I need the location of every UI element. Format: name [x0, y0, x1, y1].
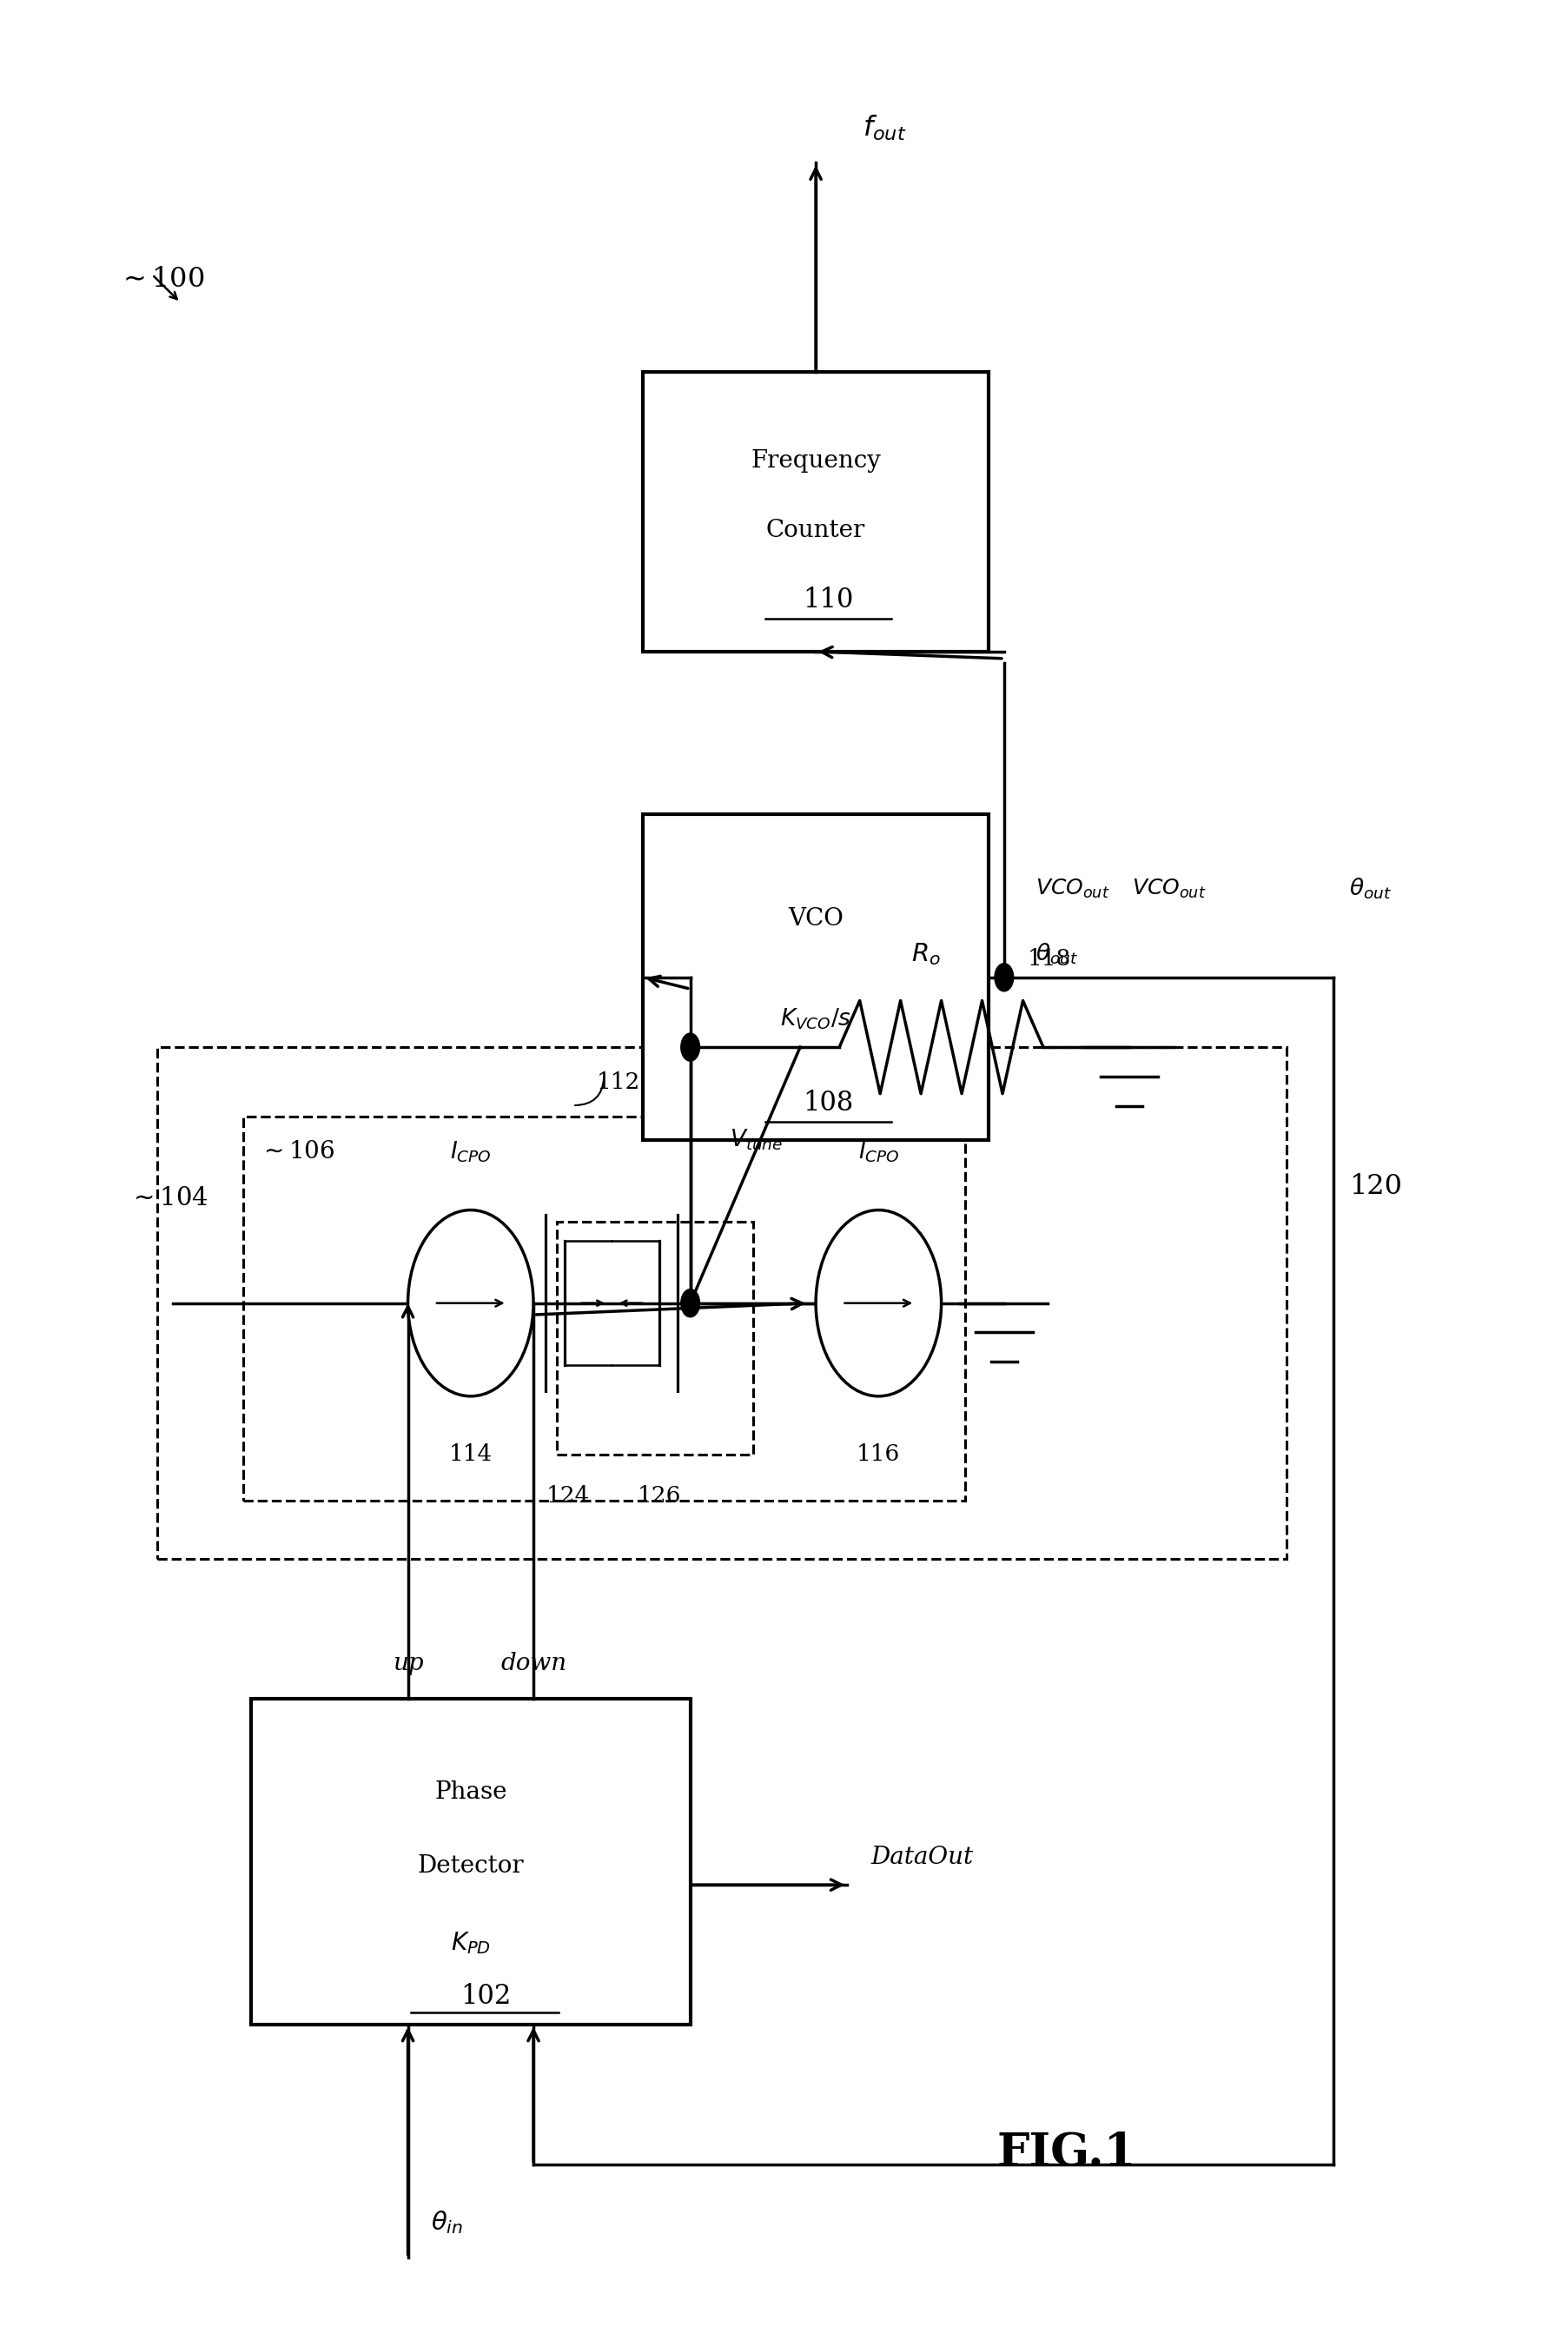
- Circle shape: [681, 1289, 699, 1317]
- Text: $\sim$106: $\sim$106: [259, 1140, 334, 1164]
- Text: $\theta_{out}$: $\theta_{out}$: [1035, 942, 1077, 966]
- Text: $VCO_{out}$: $VCO_{out}$: [1035, 877, 1109, 901]
- Bar: [643, 372, 988, 652]
- Text: 114: 114: [448, 1443, 492, 1466]
- Text: $\sim$100: $\sim$100: [118, 265, 205, 293]
- Text: $\theta_{in}$: $\theta_{in}$: [431, 2208, 463, 2236]
- Text: $VCO_{out}$: $VCO_{out}$: [1131, 877, 1206, 901]
- Circle shape: [408, 1210, 533, 1396]
- Text: $I_{CPO}$: $I_{CPO}$: [450, 1140, 491, 1164]
- Text: $V_{tune}$: $V_{tune}$: [729, 1129, 782, 1152]
- Text: 126: 126: [637, 1485, 681, 1508]
- Bar: [157, 1047, 1286, 1559]
- Text: FIG.1: FIG.1: [997, 2129, 1135, 2176]
- Bar: [251, 1699, 690, 2024]
- Circle shape: [681, 1033, 699, 1061]
- Text: Frequency: Frequency: [751, 449, 880, 472]
- Text: 120: 120: [1348, 1173, 1402, 1201]
- Text: $K_{PD}$: $K_{PD}$: [450, 1929, 491, 1957]
- Text: $\sim$104: $\sim$104: [129, 1187, 209, 1210]
- Bar: [243, 1117, 964, 1501]
- Text: Detector: Detector: [417, 1855, 524, 1878]
- Text: VCO: VCO: [787, 908, 844, 931]
- Text: Counter: Counter: [765, 519, 866, 542]
- Text: $f_{out}$: $f_{out}$: [862, 114, 906, 142]
- Text: 108: 108: [803, 1089, 853, 1117]
- Text: 102: 102: [461, 1983, 511, 2011]
- Text: $I_{CPO}$: $I_{CPO}$: [858, 1140, 898, 1164]
- Circle shape: [815, 1210, 941, 1396]
- Text: up: up: [392, 1652, 423, 1675]
- Text: $R_o$: $R_o$: [911, 940, 939, 968]
- Circle shape: [994, 963, 1013, 991]
- Text: Phase: Phase: [434, 1780, 506, 1803]
- Text: 118: 118: [1027, 947, 1071, 970]
- Text: 116: 116: [856, 1443, 900, 1466]
- Bar: [643, 814, 988, 1140]
- Text: down: down: [500, 1652, 566, 1675]
- Bar: [557, 1222, 753, 1454]
- Text: 124: 124: [546, 1485, 590, 1508]
- Text: 110: 110: [803, 586, 853, 614]
- Text: 112: 112: [596, 1070, 640, 1094]
- Text: DataOut: DataOut: [870, 1845, 972, 1869]
- Text: $K_{VCO}/s$: $K_{VCO}/s$: [779, 1008, 851, 1031]
- Text: $\theta_{out}$: $\theta_{out}$: [1348, 877, 1391, 901]
